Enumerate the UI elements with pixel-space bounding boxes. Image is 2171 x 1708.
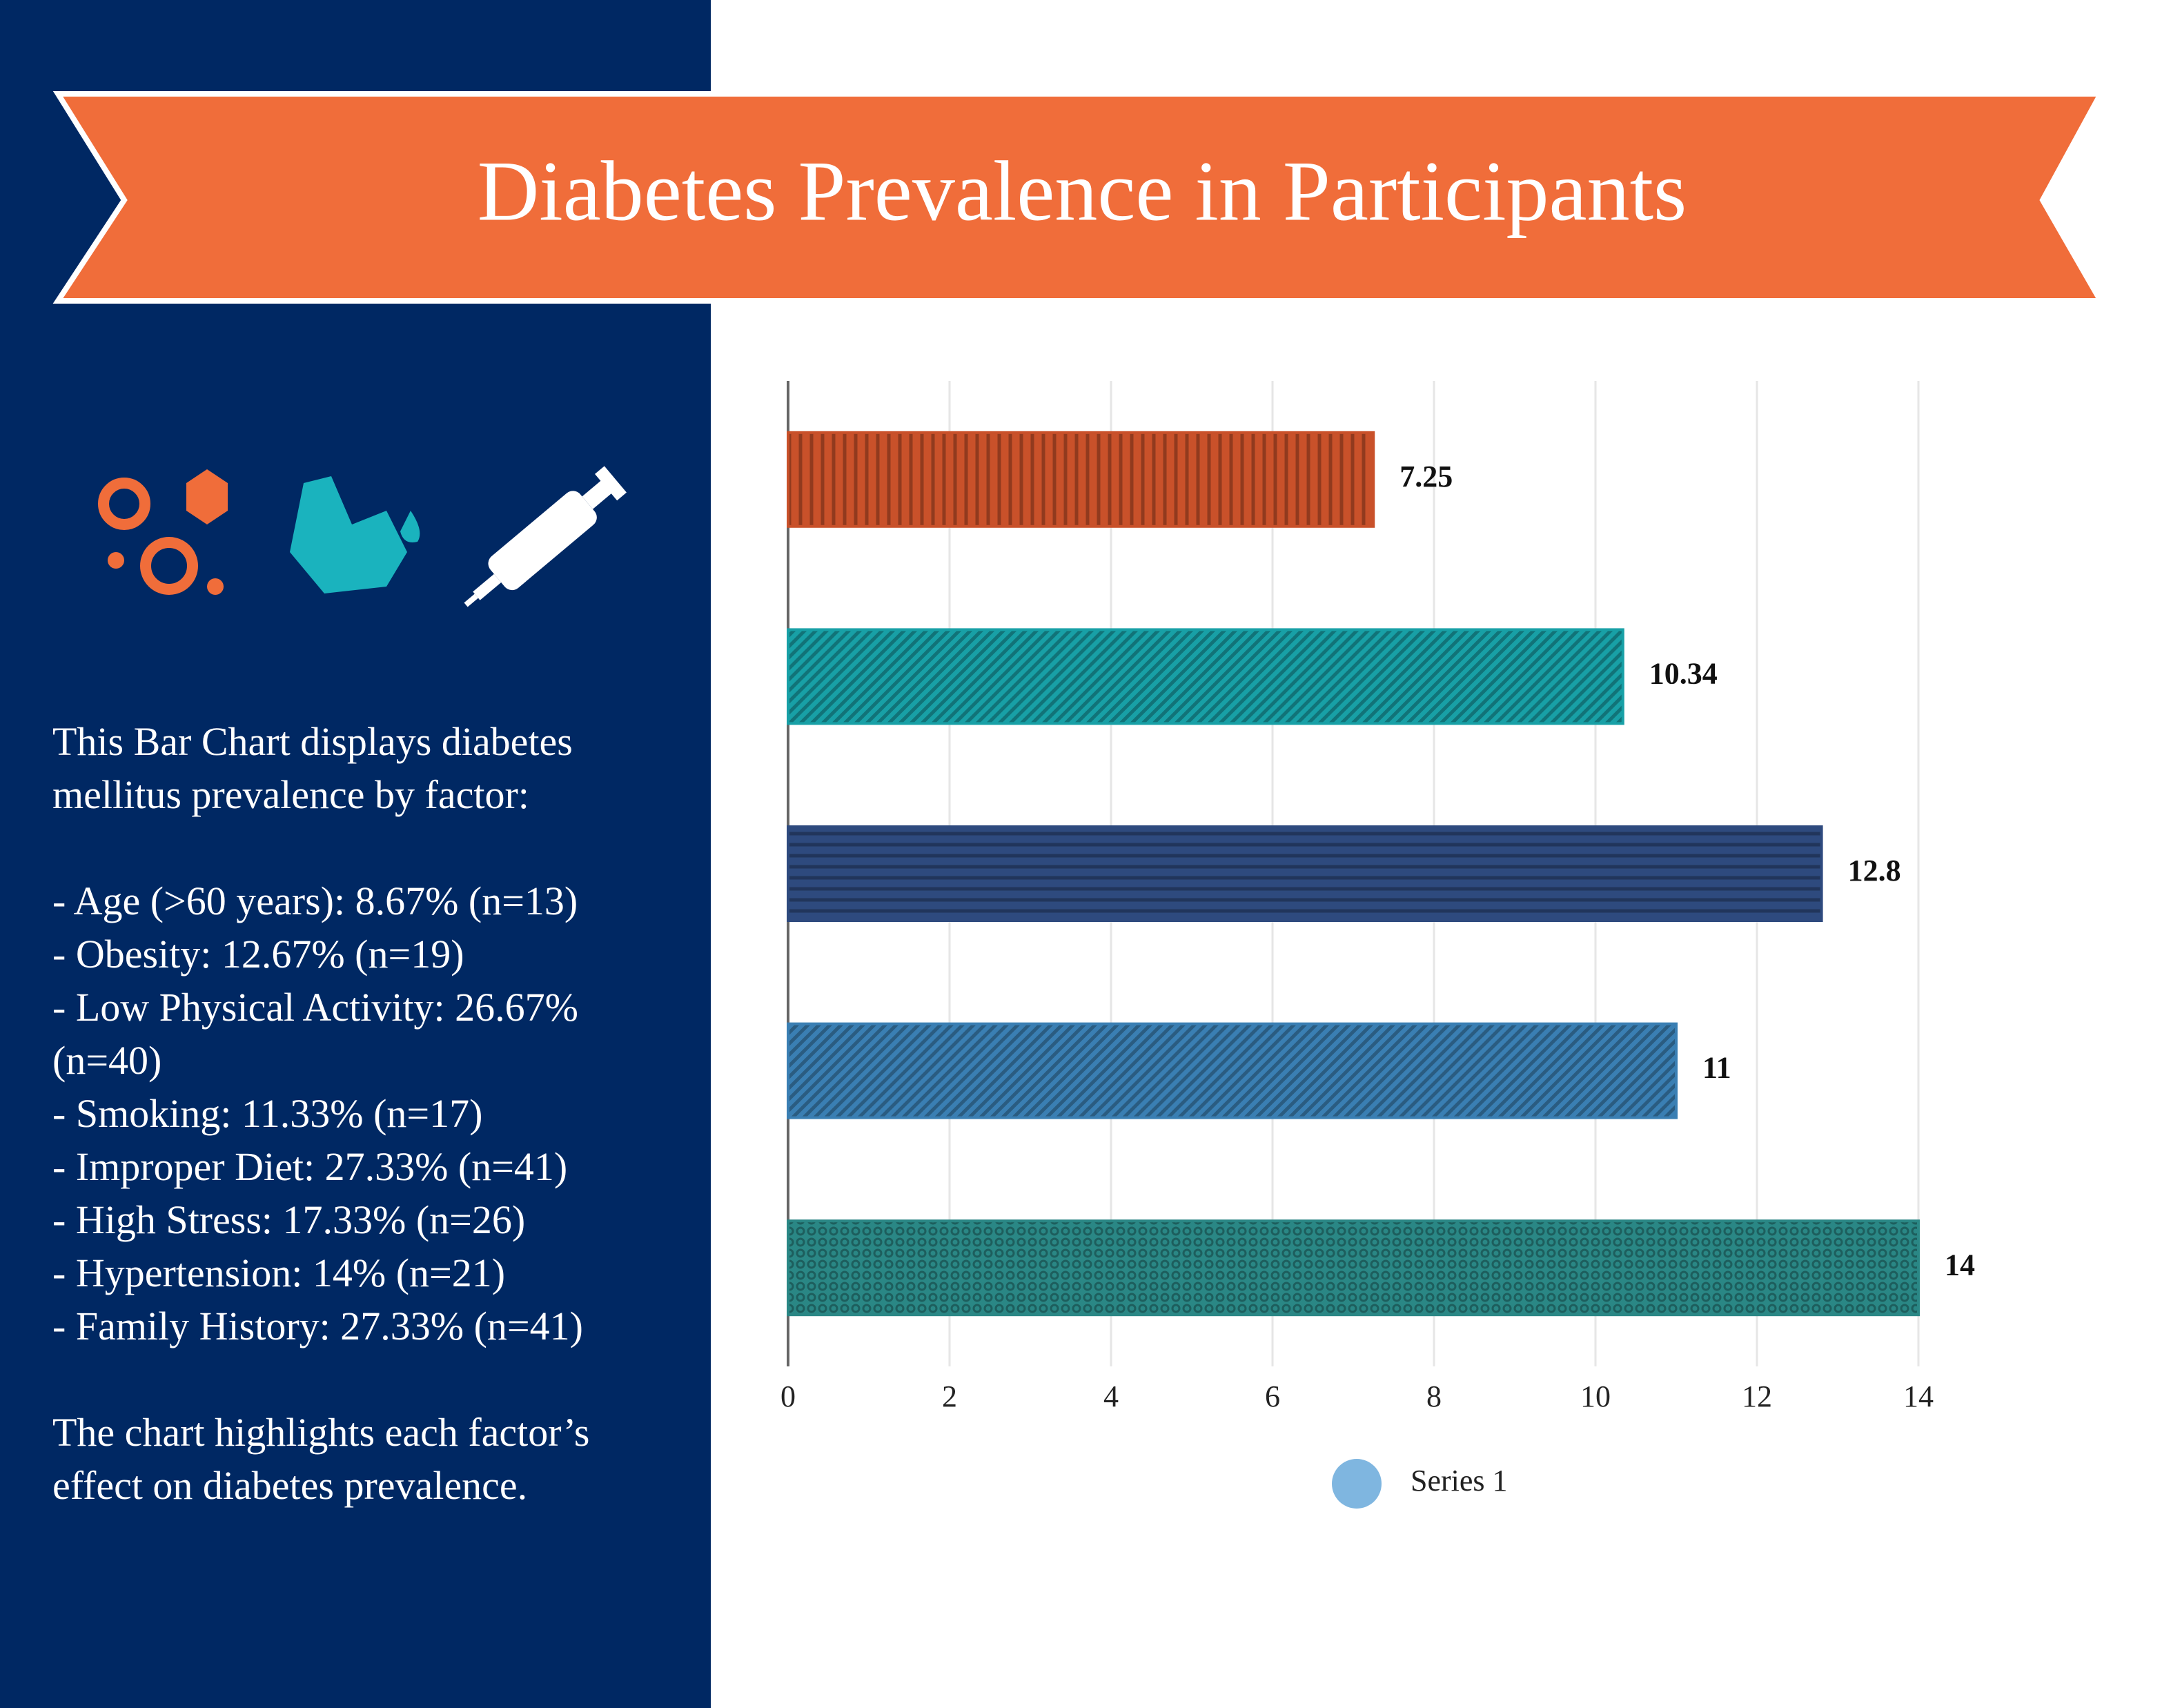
bar bbox=[787, 1022, 1678, 1119]
factor-item: - Smoking: 11.33% (n=17) bbox=[52, 1091, 483, 1136]
legend-label: Series 1 bbox=[1411, 1464, 1508, 1498]
value-label: 11 bbox=[1702, 1051, 1731, 1085]
factor-item: - Obesity: 12.67% (n=19) bbox=[52, 932, 464, 976]
factor-item: - Age (>60 years): 8.67% (n=13) bbox=[52, 878, 578, 923]
factor-item: - Low Physical Activity: 26.67% (n=40) bbox=[52, 985, 578, 1083]
x-tick-label: 0 bbox=[780, 1380, 796, 1413]
conclusion: The chart highlights each factor’s effec… bbox=[52, 1410, 590, 1508]
x-tick-label: 8 bbox=[1426, 1380, 1442, 1413]
bar bbox=[787, 1219, 1920, 1317]
icons bbox=[98, 466, 627, 607]
x-tick-label: 2 bbox=[942, 1380, 957, 1413]
bar bbox=[787, 628, 1624, 725]
value-label: 14 bbox=[1945, 1248, 1975, 1282]
title-banner bbox=[52, 91, 2105, 304]
factor-item: - Family History: 27.33% (n=41) bbox=[52, 1304, 583, 1348]
factor-item: - High Stress: 17.33% (n=26) bbox=[52, 1197, 526, 1242]
description: This Bar Chart displays diabetes mellitu… bbox=[52, 715, 674, 1512]
intro: This Bar Chart displays diabetes mellitu… bbox=[52, 719, 573, 817]
factor-list: - Age (>60 years): 8.67% (n=13) - Obesity… bbox=[52, 874, 674, 1353]
bar bbox=[787, 825, 1823, 922]
legend-swatch bbox=[1332, 1459, 1382, 1509]
value-label: 7.25 bbox=[1399, 460, 1453, 493]
x-tick-label: 6 bbox=[1265, 1380, 1280, 1413]
factor-item: - Improper Diet: 27.33% (n=41) bbox=[52, 1144, 568, 1189]
x-tick-label: 12 bbox=[1742, 1380, 1772, 1413]
x-tick-label: 10 bbox=[1580, 1380, 1611, 1413]
x-tick-label: 4 bbox=[1103, 1380, 1119, 1413]
x-tick-label: 14 bbox=[1903, 1380, 1934, 1413]
value-label: 10.34 bbox=[1649, 656, 1718, 690]
factor-item: - Hypertension: 14% (n=21) bbox=[52, 1250, 506, 1295]
chart-title: Diabetes Prevalence in Participants bbox=[478, 144, 1687, 238]
bar bbox=[787, 431, 1375, 528]
value-label: 12.8 bbox=[1848, 854, 1901, 887]
